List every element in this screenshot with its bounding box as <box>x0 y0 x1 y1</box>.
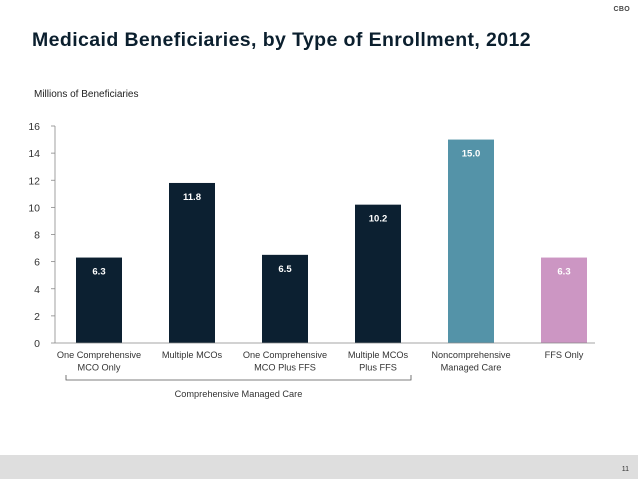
bar <box>76 257 122 343</box>
bar-chart: 0 2 4 6 8 10 12 14 16 6.3 One Comprehensive MCO Onl… <box>28 121 595 399</box>
cbo-logo-text: CBO <box>613 6 630 13</box>
x-category-label: FFS Only <box>545 350 584 360</box>
y-tick-label: 10 <box>28 202 40 214</box>
x-category-label: One Comprehensive MCO Plus FFS <box>243 350 327 373</box>
x-category-label: Multiple MCOs <box>162 350 223 360</box>
page-number: 11 <box>621 466 629 473</box>
bar-value-label: 6.3 <box>557 267 570 278</box>
y-tick-label: 0 <box>34 338 40 350</box>
x-category-label: Noncomprehensive Managed Care <box>431 350 510 373</box>
bar <box>169 182 215 343</box>
bar <box>541 257 587 343</box>
y-axis-label: Millions of Beneficiaries <box>34 89 139 100</box>
y-tick-label: 16 <box>28 121 40 133</box>
bar-value-label: 6.5 <box>278 264 292 275</box>
chart-title: Medicaid Beneficiaries, by Type of Enrol… <box>32 29 532 51</box>
y-tick-label: 4 <box>34 284 40 296</box>
group-bracket-label: Comprehensive Managed Care <box>175 389 303 399</box>
x-category-label: Multiple MCOs Plus FFS <box>348 350 409 373</box>
y-tick-label: 8 <box>34 230 40 242</box>
y-tick-label: 12 <box>28 175 40 187</box>
x-category-label: One Comprehensive MCO Only <box>57 350 141 373</box>
y-tick-label: 6 <box>34 257 40 269</box>
bar <box>355 204 401 343</box>
bar <box>262 254 308 343</box>
bar <box>448 139 494 343</box>
bar-value-label: 6.3 <box>92 267 105 278</box>
bar-value-label: 11.8 <box>183 192 201 203</box>
bar-value-label: 15.0 <box>462 149 481 160</box>
bar-value-label: 10.2 <box>369 214 388 225</box>
footer-bar: 11 <box>0 455 638 479</box>
y-tick-label: 2 <box>34 311 40 323</box>
group-bracket <box>65 375 412 381</box>
y-tick-label: 14 <box>28 148 40 160</box>
